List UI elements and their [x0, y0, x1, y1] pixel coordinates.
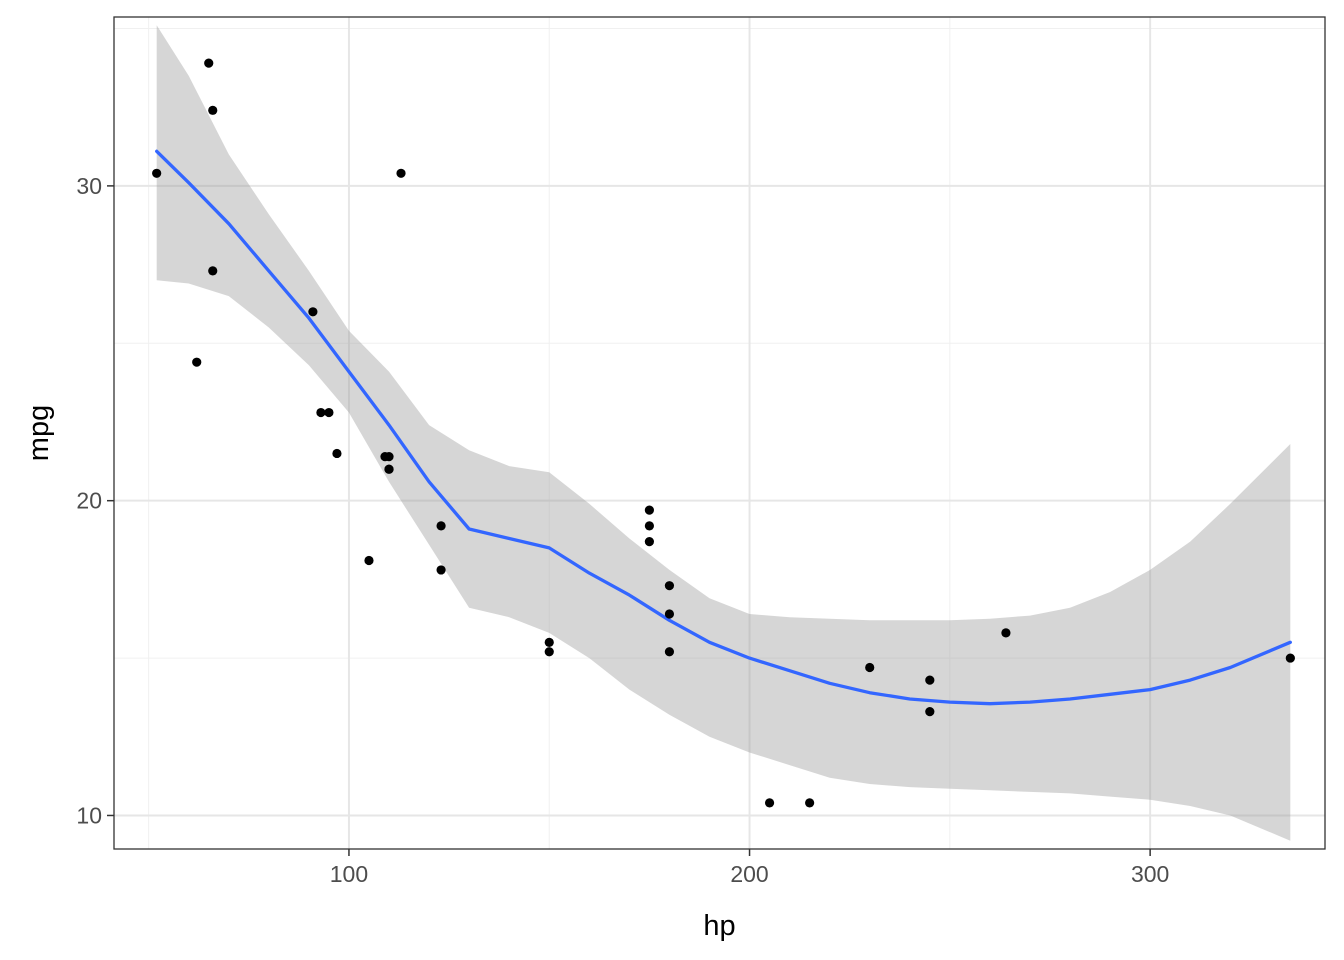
x-tick-label-2: 300 — [1131, 861, 1169, 887]
data-point-31 — [380, 452, 390, 462]
data-point-28 — [1001, 628, 1011, 638]
data-point-25 — [208, 266, 218, 276]
data-point-9 — [436, 521, 446, 531]
y-tick-label-2: 30 — [76, 173, 102, 199]
data-point-12 — [664, 581, 675, 591]
data-point-6 — [925, 675, 935, 685]
data-point-4 — [644, 537, 654, 547]
y-tick-label-0: 10 — [76, 802, 102, 828]
data-point-17 — [208, 105, 218, 115]
data-point-14 — [764, 798, 775, 808]
x-axis-ticks: 100 200 300 — [330, 849, 1169, 887]
data-point-26 — [308, 307, 318, 317]
confidence-band-layer — [156, 25, 1291, 841]
data-point-30 — [1285, 653, 1295, 663]
smooth-line — [155, 149, 1292, 706]
x-axis-title: hp — [703, 910, 735, 942]
data-point-1 — [384, 464, 394, 474]
data-point-5 — [364, 555, 374, 566]
data-point-20 — [332, 448, 342, 459]
data-point-13 — [664, 647, 675, 657]
data-point-18 — [152, 168, 162, 178]
data-point-23 — [925, 706, 935, 717]
y-axis-ticks: 10 20 30 — [76, 173, 114, 828]
data-point-2 — [316, 407, 326, 418]
panel-border — [113, 16, 1326, 850]
points-layer — [152, 58, 1295, 808]
data-point-22 — [544, 647, 554, 657]
data-point-7 — [192, 357, 202, 367]
data-point-8 — [324, 407, 334, 418]
data-point-29 — [644, 505, 654, 515]
data-point-19 — [204, 58, 214, 68]
grid-minor — [114, 17, 1325, 849]
y-tick-label-1: 20 — [76, 488, 102, 514]
y-axis-title: mpg — [23, 405, 55, 461]
data-point-11 — [664, 609, 675, 619]
data-point-24 — [644, 521, 654, 531]
data-point-10 — [436, 565, 446, 575]
data-point-15 — [805, 798, 815, 808]
x-tick-label-0: 100 — [330, 861, 368, 887]
data-point-27 — [396, 168, 406, 178]
data-point-16 — [865, 662, 875, 673]
data-point-21 — [544, 637, 554, 647]
confidence-band — [156, 25, 1291, 841]
x-tick-label-1: 200 — [730, 861, 768, 887]
grid-major — [114, 17, 1325, 849]
smooth-line-layer — [155, 149, 1292, 706]
